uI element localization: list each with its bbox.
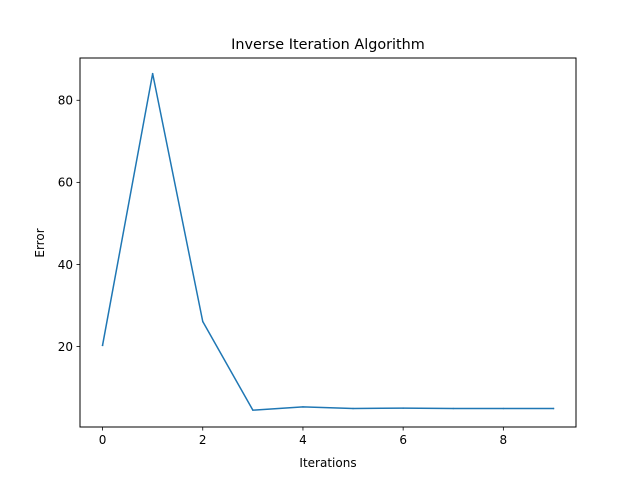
x-tick-label: 0: [99, 433, 107, 447]
data-point: [202, 320, 204, 323]
y-axis-label: Error: [33, 228, 47, 257]
x-tick-label: 2: [199, 433, 207, 447]
data-point: [452, 407, 454, 410]
x-tick-label: 4: [299, 433, 307, 447]
data-point: [151, 72, 154, 75]
series-line-0: [101, 72, 555, 411]
data-point: [101, 344, 104, 347]
plot-frame: [79, 57, 577, 428]
x-tick-label: 6: [399, 433, 407, 447]
plot-area: [101, 72, 555, 411]
data-point: [502, 407, 505, 410]
chart-title: Inverse Iteration Algorithm: [231, 37, 425, 53]
y-tick-label: 40: [58, 258, 73, 272]
data-point: [402, 407, 404, 409]
data-point: [352, 407, 354, 410]
data-point: [302, 406, 304, 408]
y-tick-label: 80: [58, 94, 73, 108]
x-tick-label: 8: [500, 433, 508, 447]
data-point: [552, 407, 555, 410]
y-axis-ticks: 20 40 60 80: [58, 94, 80, 354]
x-axis-label: Iterations: [299, 456, 356, 470]
data-point: [252, 409, 254, 411]
x-axis-ticks: 0 2 4 6 8: [99, 427, 507, 447]
y-tick-label: 60: [58, 176, 73, 190]
y-tick-label: 20: [58, 340, 73, 354]
